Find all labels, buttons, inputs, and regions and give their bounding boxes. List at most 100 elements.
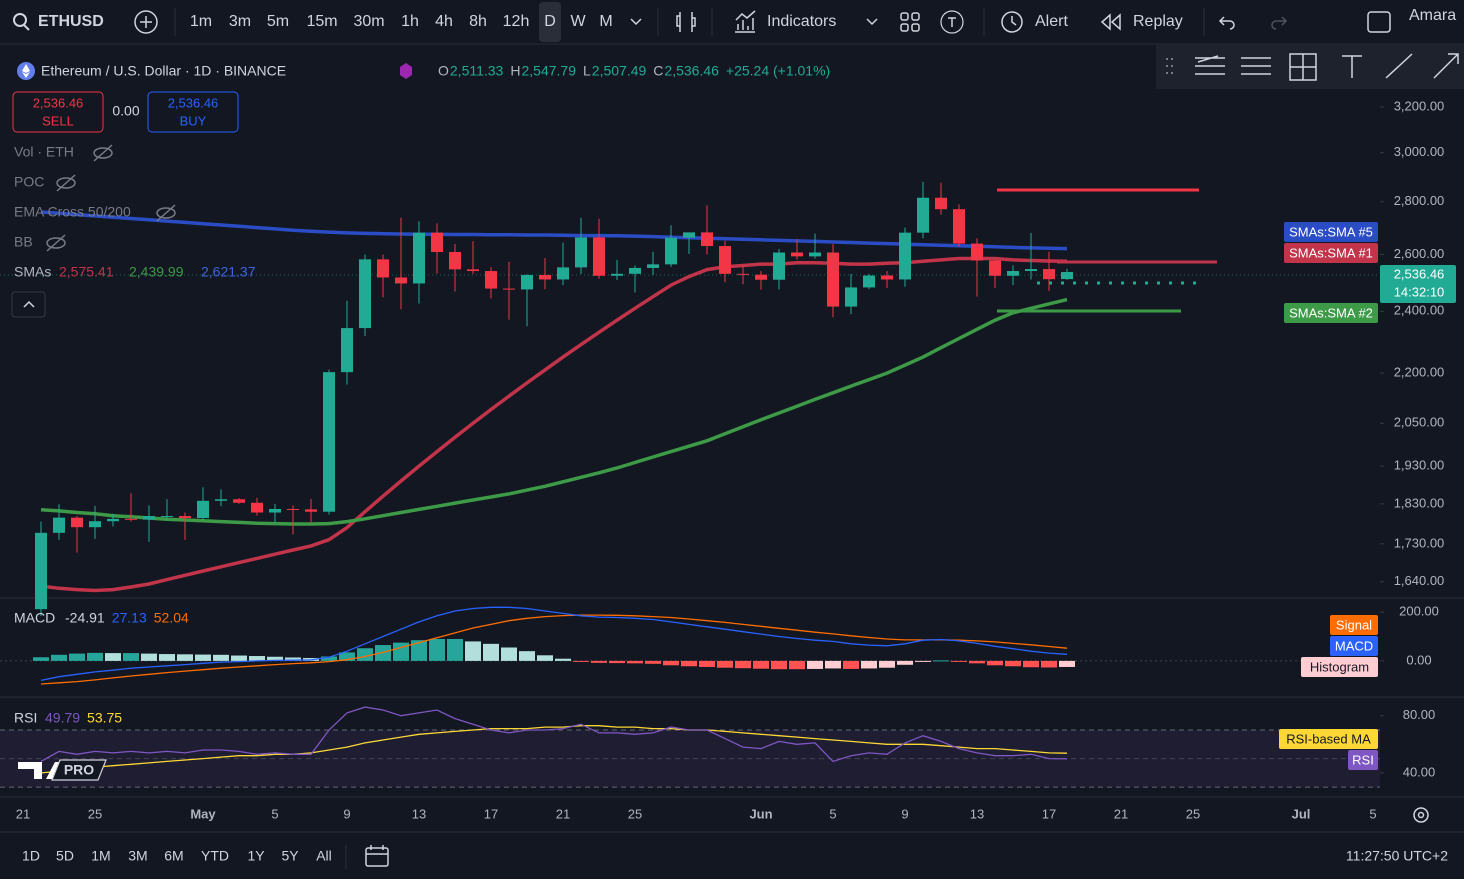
axis-settings[interactable] (1413, 807, 1429, 823)
x-tick-label: 5 (271, 806, 278, 821)
fib-tool[interactable] (1195, 55, 1225, 75)
interval-dropdown[interactable] (630, 18, 642, 26)
replay-button[interactable]: Replay (1100, 13, 1183, 31)
candle-body (1043, 269, 1055, 280)
interval[interactable]: M (599, 13, 612, 30)
fullscreen-button[interactable] (1367, 11, 1391, 33)
indicators-button[interactable]: Indicators (735, 10, 836, 33)
sma-legend-values: 2,575.41 2,439.99 2,621.37 (59, 264, 256, 280)
histogram-bar (195, 654, 211, 661)
interval[interactable]: 3m (229, 13, 251, 30)
hidden-icons[interactable] (46, 144, 176, 252)
interval[interactable]: D (544, 13, 556, 30)
pattern-tool[interactable] (1289, 53, 1317, 81)
logo-badge (51, 759, 107, 781)
interval[interactable]: 1h (401, 13, 419, 30)
collapse-legend[interactable] (11, 291, 46, 318)
buy-button[interactable] (147, 91, 239, 133)
replay-label[interactable]: Replay (1133, 13, 1183, 30)
indicators-dropdown[interactable] (866, 18, 878, 26)
legend-poc: POC (14, 174, 44, 190)
interval[interactable]: 15m (306, 13, 337, 30)
histogram-bar (879, 660, 895, 668)
candle-icon (676, 12, 696, 32)
macd-pane: 200.00 0.00 MACD -24.91 27.13 52.04 Signal MACD… (0, 604, 1439, 685)
add-symbol[interactable] (134, 10, 158, 34)
eye-off[interactable] (46, 237, 66, 249)
sma-tag-bg (1284, 222, 1378, 242)
trendline-tool[interactable] (1385, 53, 1413, 79)
x-tick-label: 9 (343, 806, 350, 821)
chart-type[interactable] (676, 12, 696, 32)
macd-tag: MACD (1335, 638, 1373, 653)
histogram-tag-bg (1301, 657, 1378, 677)
range-button[interactable]: 1D (22, 848, 40, 864)
current-price-bg (1380, 265, 1456, 303)
user-name[interactable]: Amara (1409, 7, 1456, 24)
eye-off[interactable] (93, 147, 113, 159)
alert-label[interactable]: Alert (1035, 13, 1068, 30)
symbol[interactable]: ETHUSD (38, 13, 104, 30)
sell-price: 2,536.46 (33, 95, 84, 110)
clock[interactable]: 11:27:50 UTC+2 (1346, 848, 1448, 864)
range-button[interactable]: YTD (201, 848, 229, 864)
x-tick-label: 5 (829, 806, 836, 821)
interval[interactable]: 8h (469, 13, 487, 30)
histogram-bar (429, 638, 445, 661)
redo-button[interactable] (1271, 16, 1288, 30)
eye-off (46, 234, 66, 252)
tv-logo[interactable]: PRO (18, 759, 107, 781)
goto-date[interactable] (365, 845, 389, 867)
range-button[interactable]: 5Y (281, 848, 299, 864)
range-button[interactable]: 5D (56, 848, 74, 864)
x-tick-label: 17 (484, 806, 498, 821)
arrow-tool[interactable] (1433, 53, 1459, 79)
interval[interactable]: 30m (353, 13, 384, 30)
rsi-ma-tag: RSI-based MA (1286, 731, 1371, 746)
histogram-bar (1005, 660, 1021, 667)
candle-body (953, 209, 965, 244)
candle-body (809, 252, 821, 257)
rsi-ma-tag-bg (1279, 729, 1378, 749)
interval[interactable]: W (570, 13, 586, 30)
interval[interactable]: 12h (503, 13, 530, 30)
rsi-legend-value: 49.79 (45, 710, 80, 726)
text-tool[interactable] (1342, 55, 1362, 78)
range-button[interactable]: 1Y (247, 848, 265, 864)
rsi-band (0, 730, 1380, 788)
candle-body (71, 517, 83, 528)
indicators-label[interactable]: Indicators (767, 13, 836, 30)
layouts-button[interactable] (900, 12, 920, 32)
settings-icon (1417, 811, 1425, 819)
sell-button[interactable] (12, 91, 104, 133)
range-button[interactable]: 6M (164, 848, 183, 864)
eye-off (156, 204, 176, 222)
range-button[interactable]: 3M (128, 848, 147, 864)
calendar-icon (365, 847, 389, 867)
range-button[interactable]: All (316, 848, 332, 864)
add-icon (134, 10, 158, 34)
histogram-bar (447, 638, 463, 661)
undo-button[interactable] (1218, 16, 1235, 30)
macd-legend-value: -24.91 (65, 610, 105, 626)
y-tick-label: 3,200.00 (1394, 98, 1445, 113)
interval[interactable]: 4h (435, 13, 453, 30)
eye-off[interactable] (56, 177, 76, 189)
interval[interactable]: 1m (190, 13, 212, 30)
price-change: +25.24 (+1.01%) (726, 63, 830, 79)
range-button[interactable]: 1M (91, 848, 110, 864)
alert-button[interactable]: Alert (1001, 11, 1068, 33)
histogram-bar (681, 660, 697, 667)
templates-button[interactable] (940, 10, 964, 34)
replay-icon (1100, 13, 1121, 31)
x-tick-label: 21 (16, 806, 30, 821)
histogram-bar (591, 660, 607, 663)
eye-off[interactable] (156, 207, 176, 219)
drag-handle[interactable] (1166, 58, 1173, 74)
lines-tool[interactable] (1241, 57, 1271, 75)
candle-body (125, 518, 137, 520)
symbol-search[interactable]: ETHUSD (13, 13, 104, 31)
histogram-bar (717, 660, 733, 668)
histogram-bar (213, 654, 229, 661)
interval[interactable]: 5m (267, 13, 289, 30)
